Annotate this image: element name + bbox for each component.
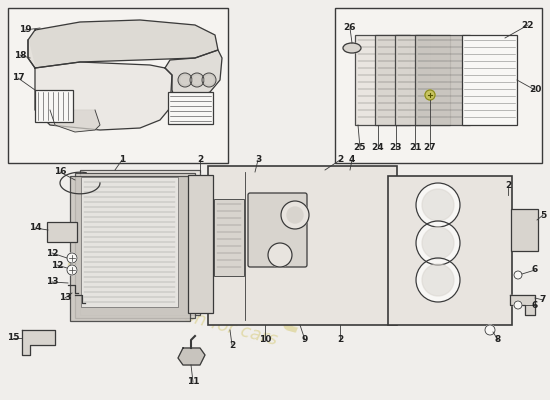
Text: 17: 17 (12, 74, 24, 82)
Text: 15: 15 (7, 334, 19, 342)
FancyBboxPatch shape (208, 166, 397, 325)
FancyBboxPatch shape (335, 8, 542, 163)
Circle shape (422, 227, 454, 259)
Circle shape (181, 76, 189, 84)
Text: 8: 8 (495, 336, 501, 344)
Circle shape (67, 265, 77, 275)
FancyBboxPatch shape (47, 222, 77, 242)
Text: 6: 6 (532, 300, 538, 310)
Circle shape (178, 73, 192, 87)
Text: 10: 10 (259, 336, 271, 344)
FancyBboxPatch shape (462, 35, 517, 125)
Polygon shape (22, 330, 55, 355)
Text: 13: 13 (46, 278, 58, 286)
FancyBboxPatch shape (70, 176, 190, 321)
Polygon shape (28, 40, 172, 130)
Circle shape (193, 76, 201, 84)
FancyBboxPatch shape (511, 209, 538, 251)
Circle shape (485, 325, 495, 335)
Circle shape (268, 243, 292, 267)
Ellipse shape (343, 43, 361, 53)
Text: 25: 25 (354, 144, 366, 152)
Circle shape (67, 253, 77, 263)
FancyBboxPatch shape (80, 170, 200, 315)
Text: 4: 4 (349, 156, 355, 164)
FancyBboxPatch shape (188, 175, 213, 313)
Text: 12: 12 (51, 260, 63, 270)
Text: 26: 26 (344, 24, 356, 32)
FancyBboxPatch shape (375, 35, 430, 125)
Text: 2: 2 (505, 180, 511, 190)
Text: 18: 18 (14, 50, 26, 60)
Polygon shape (510, 295, 535, 315)
Text: 13: 13 (59, 294, 72, 302)
Circle shape (422, 189, 454, 221)
Polygon shape (178, 348, 205, 365)
FancyBboxPatch shape (415, 35, 470, 125)
Text: a passion for cars: a passion for cars (121, 291, 279, 349)
FancyBboxPatch shape (168, 92, 213, 124)
FancyBboxPatch shape (355, 35, 410, 125)
Text: 2: 2 (337, 156, 343, 164)
Circle shape (416, 221, 460, 265)
Text: 2: 2 (229, 340, 235, 350)
FancyBboxPatch shape (248, 193, 307, 267)
Text: 24: 24 (372, 144, 384, 152)
FancyBboxPatch shape (214, 199, 244, 276)
FancyBboxPatch shape (395, 35, 450, 125)
Circle shape (514, 301, 522, 309)
Circle shape (205, 76, 213, 84)
Circle shape (514, 271, 522, 279)
Text: 22: 22 (522, 20, 534, 30)
Polygon shape (165, 50, 222, 100)
FancyBboxPatch shape (81, 177, 178, 307)
Text: 14: 14 (29, 224, 41, 232)
FancyBboxPatch shape (75, 173, 195, 318)
Text: 2: 2 (337, 336, 343, 344)
Text: 7: 7 (540, 296, 546, 304)
Polygon shape (50, 110, 100, 132)
Text: 11: 11 (187, 378, 199, 386)
Circle shape (202, 73, 216, 87)
Text: 1: 1 (119, 156, 125, 164)
Circle shape (425, 90, 435, 100)
Text: 12: 12 (46, 248, 58, 258)
Polygon shape (28, 20, 218, 68)
FancyBboxPatch shape (35, 90, 73, 122)
FancyBboxPatch shape (388, 176, 512, 325)
Circle shape (281, 201, 309, 229)
Circle shape (422, 264, 454, 296)
Text: 23: 23 (390, 144, 402, 152)
Text: 27: 27 (424, 144, 436, 152)
Circle shape (416, 183, 460, 227)
Text: 6: 6 (532, 266, 538, 274)
Text: 16: 16 (54, 168, 66, 176)
Text: 20: 20 (529, 86, 541, 94)
Text: 19: 19 (19, 26, 31, 34)
Circle shape (190, 73, 204, 87)
Text: eurolicart: eurolicart (62, 238, 309, 342)
Circle shape (416, 258, 460, 302)
Circle shape (287, 207, 303, 223)
FancyBboxPatch shape (8, 8, 228, 163)
Text: 5: 5 (540, 210, 546, 220)
Text: 2: 2 (197, 156, 203, 164)
Text: 9: 9 (302, 336, 308, 344)
Text: 21: 21 (409, 144, 421, 152)
Text: 3: 3 (255, 156, 261, 164)
